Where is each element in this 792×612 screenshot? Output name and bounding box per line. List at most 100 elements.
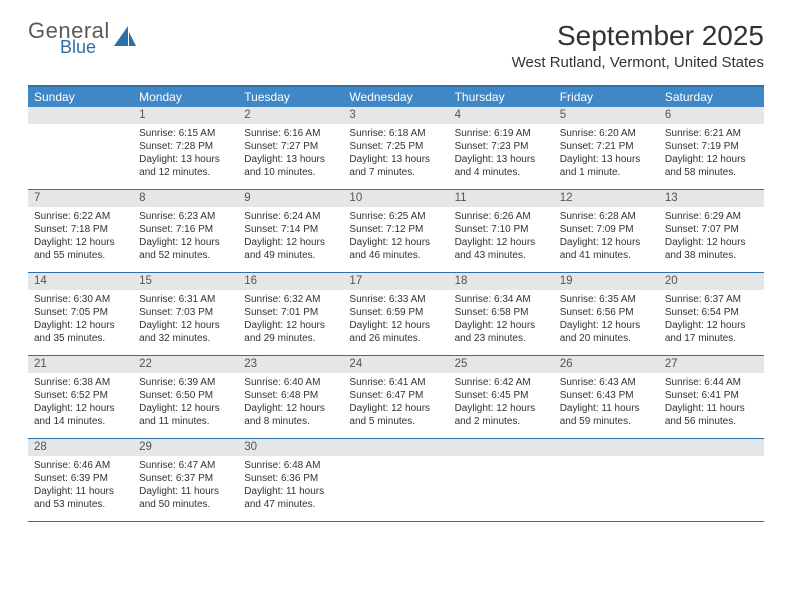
daylight-text: Daylight: 12 hours and 14 minutes.: [34, 402, 127, 428]
sunset-text: Sunset: 7:25 PM: [349, 140, 442, 153]
daynum-cell: 22: [133, 356, 238, 373]
day-detail-cell: Sunrise: 6:29 AMSunset: 7:07 PMDaylight:…: [659, 207, 764, 272]
daylight-text: Daylight: 12 hours and 23 minutes.: [455, 319, 548, 345]
sunset-text: Sunset: 7:09 PM: [560, 223, 653, 236]
sunset-text: Sunset: 7:19 PM: [665, 140, 758, 153]
day-detail-cell: Sunrise: 6:47 AMSunset: 6:37 PMDaylight:…: [133, 456, 238, 521]
day-detail-cell: Sunrise: 6:20 AMSunset: 7:21 PMDaylight:…: [554, 124, 659, 189]
daylight-text: Daylight: 13 hours and 12 minutes.: [139, 153, 232, 179]
logo: General Blue: [28, 20, 138, 56]
daynum-cell: 21: [28, 356, 133, 373]
day-detail-cell: [659, 456, 764, 521]
day-detail-cell: Sunrise: 6:46 AMSunset: 6:39 PMDaylight:…: [28, 456, 133, 521]
sunrise-text: Sunrise: 6:33 AM: [349, 293, 442, 306]
daynum-cell: 2: [238, 107, 343, 124]
sunset-text: Sunset: 6:43 PM: [560, 389, 653, 402]
sunrise-text: Sunrise: 6:16 AM: [244, 127, 337, 140]
title-block: September 2025 West Rutland, Vermont, Un…: [512, 20, 764, 71]
sunrise-text: Sunrise: 6:15 AM: [139, 127, 232, 140]
sunrise-text: Sunrise: 6:40 AM: [244, 376, 337, 389]
sunrise-text: Sunrise: 6:32 AM: [244, 293, 337, 306]
daylight-text: Daylight: 12 hours and 8 minutes.: [244, 402, 337, 428]
daynum-cell: 28: [28, 439, 133, 456]
day-detail-cell: Sunrise: 6:21 AMSunset: 7:19 PMDaylight:…: [659, 124, 764, 189]
sunset-text: Sunset: 7:27 PM: [244, 140, 337, 153]
sunrise-text: Sunrise: 6:35 AM: [560, 293, 653, 306]
sunset-text: Sunset: 6:48 PM: [244, 389, 337, 402]
sunset-text: Sunset: 7:16 PM: [139, 223, 232, 236]
daylight-text: Daylight: 12 hours and 11 minutes.: [139, 402, 232, 428]
sunrise-text: Sunrise: 6:18 AM: [349, 127, 442, 140]
sunset-text: Sunset: 6:47 PM: [349, 389, 442, 402]
daynum-cell: 15: [133, 273, 238, 290]
day-detail-cell: Sunrise: 6:23 AMSunset: 7:16 PMDaylight:…: [133, 207, 238, 272]
sunrise-text: Sunrise: 6:34 AM: [455, 293, 548, 306]
daynum-cell: 16: [238, 273, 343, 290]
sunrise-text: Sunrise: 6:37 AM: [665, 293, 758, 306]
daynum-cell: 20: [659, 273, 764, 290]
day-detail-cell: [554, 456, 659, 521]
sunrise-text: Sunrise: 6:41 AM: [349, 376, 442, 389]
sunset-text: Sunset: 7:03 PM: [139, 306, 232, 319]
sunset-text: Sunset: 7:05 PM: [34, 306, 127, 319]
day-detail-cell: Sunrise: 6:48 AMSunset: 6:36 PMDaylight:…: [238, 456, 343, 521]
daynum-cell: 19: [554, 273, 659, 290]
month-title: September 2025: [512, 20, 764, 52]
sunset-text: Sunset: 6:39 PM: [34, 472, 127, 485]
daylight-text: Daylight: 13 hours and 7 minutes.: [349, 153, 442, 179]
daylight-text: Daylight: 12 hours and 52 minutes.: [139, 236, 232, 262]
daynum-cell: 26: [554, 356, 659, 373]
sunrise-text: Sunrise: 6:38 AM: [34, 376, 127, 389]
daylight-text: Daylight: 13 hours and 4 minutes.: [455, 153, 548, 179]
logo-text: General Blue: [28, 20, 110, 56]
day-detail-cell: Sunrise: 6:31 AMSunset: 7:03 PMDaylight:…: [133, 290, 238, 355]
daynum-row: 14151617181920: [28, 273, 764, 290]
day-detail-cell: [28, 124, 133, 189]
daynum-row: 282930: [28, 439, 764, 456]
header: General Blue September 2025 West Rutland…: [0, 0, 792, 79]
daynum-row: 78910111213: [28, 190, 764, 207]
daynum-cell: 29: [133, 439, 238, 456]
daylight-text: Daylight: 11 hours and 47 minutes.: [244, 485, 337, 511]
daylight-text: Daylight: 12 hours and 32 minutes.: [139, 319, 232, 345]
day-detail-cell: Sunrise: 6:42 AMSunset: 6:45 PMDaylight:…: [449, 373, 554, 438]
day-detail-cell: [449, 456, 554, 521]
daynum-row: 21222324252627: [28, 356, 764, 373]
daynum-cell: 10: [343, 190, 448, 207]
daynum-cell: 8: [133, 190, 238, 207]
daylight-text: Daylight: 12 hours and 2 minutes.: [455, 402, 548, 428]
detail-row: Sunrise: 6:46 AMSunset: 6:39 PMDaylight:…: [28, 456, 764, 522]
day-detail-cell: Sunrise: 6:39 AMSunset: 6:50 PMDaylight:…: [133, 373, 238, 438]
dow-cell: Sunday: [28, 87, 133, 107]
daynum-cell: 25: [449, 356, 554, 373]
daynum-cell: 30: [238, 439, 343, 456]
sunrise-text: Sunrise: 6:19 AM: [455, 127, 548, 140]
sunrise-text: Sunrise: 6:47 AM: [139, 459, 232, 472]
day-detail-cell: Sunrise: 6:34 AMSunset: 6:58 PMDaylight:…: [449, 290, 554, 355]
daynum-cell: 24: [343, 356, 448, 373]
day-detail-cell: Sunrise: 6:28 AMSunset: 7:09 PMDaylight:…: [554, 207, 659, 272]
day-detail-cell: Sunrise: 6:19 AMSunset: 7:23 PMDaylight:…: [449, 124, 554, 189]
daylight-text: Daylight: 13 hours and 10 minutes.: [244, 153, 337, 179]
daylight-text: Daylight: 12 hours and 17 minutes.: [665, 319, 758, 345]
detail-row: Sunrise: 6:15 AMSunset: 7:28 PMDaylight:…: [28, 124, 764, 190]
day-detail-cell: Sunrise: 6:40 AMSunset: 6:48 PMDaylight:…: [238, 373, 343, 438]
daylight-text: Daylight: 12 hours and 26 minutes.: [349, 319, 442, 345]
daylight-text: Daylight: 12 hours and 49 minutes.: [244, 236, 337, 262]
daylight-text: Daylight: 11 hours and 56 minutes.: [665, 402, 758, 428]
daynum-row: 123456: [28, 107, 764, 124]
sunset-text: Sunset: 6:59 PM: [349, 306, 442, 319]
day-detail-cell: Sunrise: 6:25 AMSunset: 7:12 PMDaylight:…: [343, 207, 448, 272]
day-detail-cell: Sunrise: 6:22 AMSunset: 7:18 PMDaylight:…: [28, 207, 133, 272]
sunset-text: Sunset: 7:28 PM: [139, 140, 232, 153]
sunrise-text: Sunrise: 6:30 AM: [34, 293, 127, 306]
dow-cell: Tuesday: [238, 87, 343, 107]
sunset-text: Sunset: 7:18 PM: [34, 223, 127, 236]
day-detail-cell: Sunrise: 6:24 AMSunset: 7:14 PMDaylight:…: [238, 207, 343, 272]
weeks-container: 123456Sunrise: 6:15 AMSunset: 7:28 PMDay…: [28, 107, 764, 522]
sunset-text: Sunset: 7:21 PM: [560, 140, 653, 153]
day-detail-cell: Sunrise: 6:35 AMSunset: 6:56 PMDaylight:…: [554, 290, 659, 355]
day-detail-cell: Sunrise: 6:15 AMSunset: 7:28 PMDaylight:…: [133, 124, 238, 189]
sunrise-text: Sunrise: 6:25 AM: [349, 210, 442, 223]
daynum-cell: 27: [659, 356, 764, 373]
